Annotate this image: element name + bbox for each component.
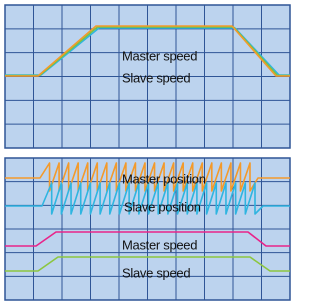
trace-label: Master position: [122, 171, 206, 186]
trace-label: Master speed: [122, 237, 197, 252]
trace-label: Slave speed: [122, 265, 190, 280]
trace-label: Slave position: [124, 199, 201, 214]
trace-label: Master speed: [122, 48, 197, 63]
oscilloscope-screen: Master speed Slave speed Master position…: [0, 0, 294, 308]
trace-label: Slave speed: [122, 70, 190, 85]
